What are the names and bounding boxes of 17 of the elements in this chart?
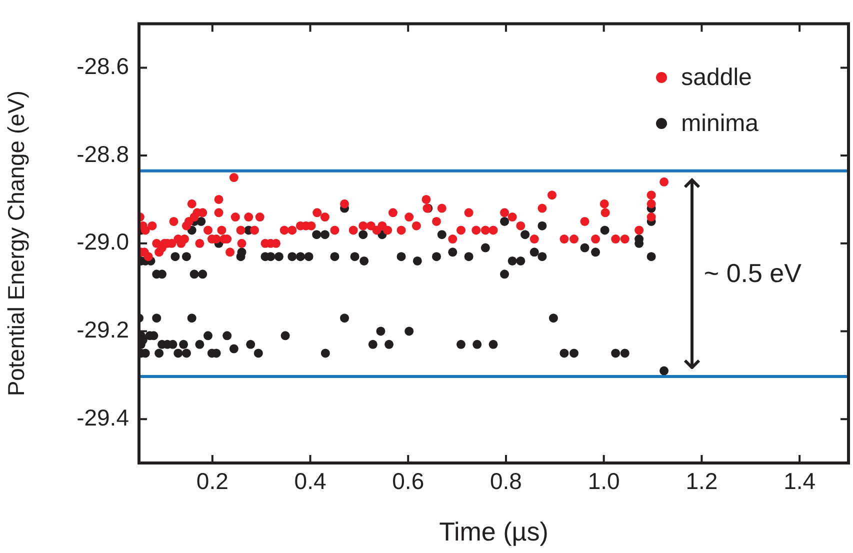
x-tick-label: 0.6 [392, 468, 424, 494]
x-tick-label: 0.2 [196, 468, 228, 494]
y-tick-label: -29.2 [76, 316, 129, 343]
y-tick-label: -29.0 [76, 228, 129, 255]
legend-label: saddle [681, 64, 752, 92]
annotation: ~ 0.5 eV [704, 258, 802, 289]
legend-label: minima [681, 110, 758, 138]
y-tick-label: -28.8 [76, 140, 129, 167]
x-axis-title: Time (µs) [439, 516, 548, 547]
x-tick-label: 1.0 [588, 468, 620, 494]
y-tick-label: -28.6 [76, 53, 129, 80]
x-tick-label: 0.4 [294, 468, 326, 494]
x-tick-label: 1.4 [784, 468, 816, 494]
y-tick-label: -29.4 [76, 404, 130, 430]
y-axis-title: Potential Energy Change (eV) [3, 90, 30, 396]
x-tick-label: 1.2 [686, 468, 718, 494]
x-tick-label: 0.8 [490, 468, 522, 494]
